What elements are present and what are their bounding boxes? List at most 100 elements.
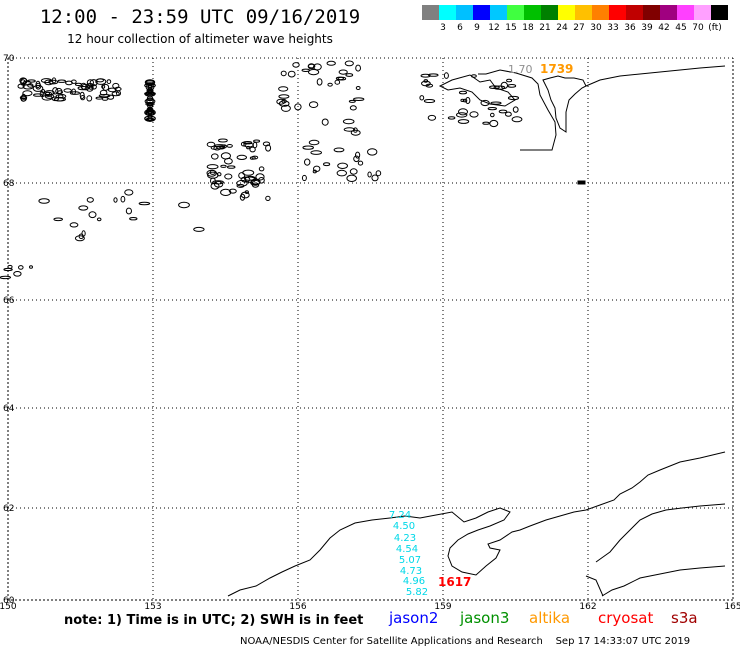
- island-contour: [236, 183, 245, 188]
- swh-value: 4.96: [403, 576, 425, 587]
- scale-swatch: [524, 5, 541, 20]
- island-contour: [96, 78, 104, 83]
- satellite-legend-altika: altika: [529, 609, 571, 627]
- island-contour: [138, 201, 151, 206]
- island-contour: [213, 145, 221, 151]
- island-contour: [146, 95, 154, 102]
- island-contour: [216, 172, 222, 177]
- scale-swatch: [694, 5, 711, 20]
- island-contour: [353, 155, 360, 163]
- island-contour: [304, 158, 311, 166]
- island-contour: [207, 171, 219, 179]
- island-contour: [458, 108, 468, 116]
- island-contour: [74, 235, 85, 242]
- swh-value: 4.73: [400, 566, 422, 577]
- island-contour: [349, 105, 357, 111]
- map-title: 12:00 - 23:59 UTC 09/16/2019: [39, 6, 361, 28]
- island-contour: [506, 78, 513, 83]
- island-contour: [7, 264, 13, 269]
- island-contour: [22, 84, 34, 90]
- scale-swatch: [473, 5, 490, 20]
- island-contour: [220, 164, 227, 168]
- island-contour: [327, 82, 333, 87]
- scale-label: 36: [624, 23, 636, 33]
- island-contour: [278, 94, 290, 99]
- island-contour: [13, 271, 22, 277]
- map-subtitle: 12 hour collection of altimeter wave hei…: [67, 32, 333, 46]
- track-time-label: 1739: [540, 62, 573, 76]
- island-contour: [462, 98, 468, 103]
- timestamp-text: Sep 17 14:33:07 UTC 2019: [555, 636, 691, 647]
- island-contour: [489, 119, 499, 128]
- island-contour: [265, 195, 271, 201]
- island-contour: [357, 160, 364, 166]
- island-contour: [302, 145, 315, 150]
- island-contour: [498, 109, 508, 114]
- island-contour: [107, 87, 117, 93]
- scale-swatch: [541, 5, 558, 20]
- island-contour: [375, 170, 382, 177]
- scale-label: 45: [675, 23, 687, 33]
- island-contour: [120, 195, 126, 203]
- island-contour: [246, 145, 251, 150]
- scale-label: 42: [658, 23, 670, 33]
- scale-label: 27: [573, 23, 585, 33]
- island-contour: [345, 73, 354, 77]
- island-contour: [465, 97, 471, 104]
- island-contour: [313, 63, 322, 71]
- island-contour: [79, 91, 85, 100]
- island-contour: [249, 156, 256, 160]
- island-contour: [428, 73, 439, 77]
- island-contour: [111, 91, 120, 97]
- island-contour: [507, 95, 520, 101]
- axis-tick-labels: 150 153 156 159 162 165 70 68 66 64 62 60: [0, 54, 740, 612]
- island-contour: [29, 265, 33, 269]
- island-contour: [419, 95, 425, 101]
- island-contour: [63, 88, 72, 93]
- island-contour: [101, 97, 109, 101]
- satellite-legend-cryosat: cryosat: [598, 609, 654, 627]
- island-contour: [70, 79, 77, 84]
- island-contour: [321, 118, 329, 126]
- longitude-tick-label: 162: [579, 602, 596, 612]
- island-contour: [129, 217, 138, 221]
- island-contour: [106, 79, 112, 84]
- map-frame: [7, 57, 734, 601]
- island-contour: [355, 86, 361, 90]
- island-contour: [249, 146, 256, 153]
- island-contour: [350, 129, 361, 136]
- scale-label: 39: [641, 23, 653, 33]
- longitude-tick-label: 165: [724, 602, 740, 612]
- island-contour: [338, 69, 348, 75]
- island-contour: [147, 114, 153, 122]
- island-contour: [301, 174, 307, 182]
- scale-swatch: [422, 5, 439, 20]
- island-contour: [18, 265, 24, 270]
- scale-label: 30: [590, 23, 602, 33]
- island-contour: [39, 90, 44, 98]
- island-contour: [421, 80, 431, 87]
- island-contour: [258, 177, 265, 184]
- island-contour: [344, 60, 354, 67]
- island-contour: [242, 141, 253, 145]
- island-contour: [367, 171, 372, 178]
- island-contour: [307, 63, 316, 70]
- island-contour: [212, 180, 225, 185]
- island-contour: [96, 217, 102, 222]
- footer-credit: NOAA/NESDIS Center for Satellite Applica…: [240, 636, 690, 647]
- satellite-legend-jason3: jason3: [460, 609, 510, 627]
- scale-label: 21: [539, 23, 551, 33]
- island-contour: [427, 114, 437, 121]
- scale-swatch: [626, 5, 643, 20]
- island-contour: [312, 169, 317, 174]
- island-contour: [239, 193, 246, 201]
- island-contour: [301, 68, 311, 73]
- scale-swatch: [609, 5, 626, 20]
- scale-swatch: [456, 5, 473, 20]
- swh-readings: 7.244.504.234.545.074.734.965.82: [389, 510, 428, 598]
- island-contour: [287, 70, 296, 78]
- satellite-legend-s3a: s3a: [671, 609, 698, 627]
- longitude-tick-label: 153: [144, 602, 161, 612]
- island-contour: [447, 116, 456, 120]
- island-contour: [69, 222, 79, 228]
